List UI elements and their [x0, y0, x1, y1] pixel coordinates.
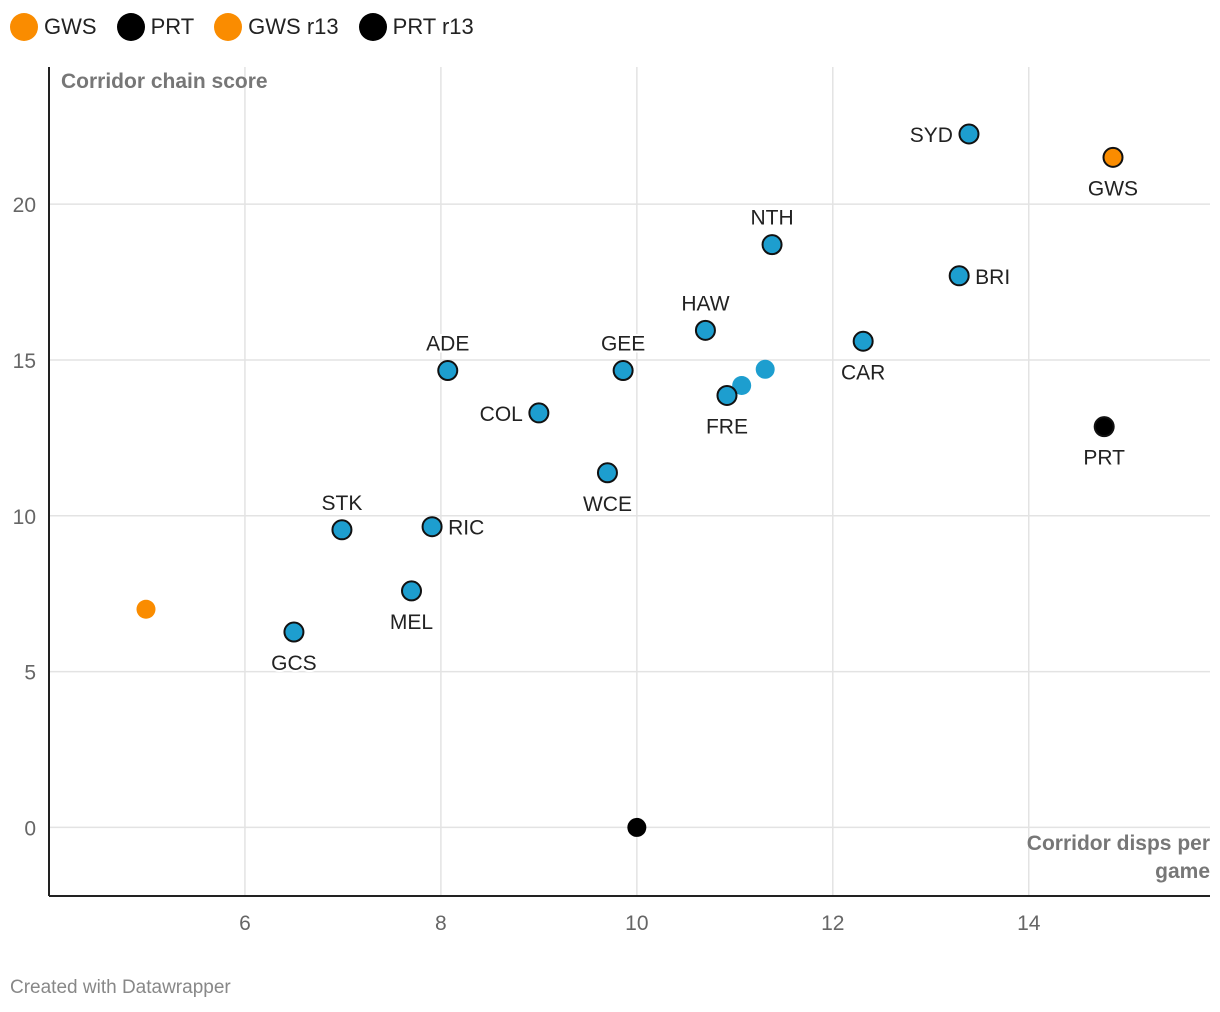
- point-label: ADE: [426, 333, 469, 356]
- data-point: [755, 359, 775, 379]
- footer-credit: Created with Datawrapper: [10, 977, 231, 998]
- point-label: BRI: [975, 266, 1010, 289]
- x-tick-label: 6: [239, 912, 251, 935]
- data-point: [948, 265, 970, 287]
- y-tick-label: 15: [13, 350, 36, 373]
- legend-label: PRT r13: [392, 14, 474, 39]
- data-point: [958, 123, 980, 145]
- point-label: GCS: [271, 652, 317, 675]
- point-label: HAW: [681, 292, 729, 315]
- point-label: PRT: [1083, 447, 1125, 470]
- data-point: [627, 817, 647, 837]
- data-point: [852, 330, 874, 352]
- legend-label: GWS r13: [248, 14, 339, 39]
- data-point: [136, 599, 156, 619]
- x-tick-label: 10: [625, 912, 648, 935]
- y-tick-label: 10: [13, 506, 36, 529]
- y-tick-label: 20: [13, 194, 36, 217]
- data-point: [612, 360, 634, 382]
- data-point: [1102, 146, 1124, 168]
- point-label: WCE: [583, 493, 632, 516]
- legend-item: PRT: [116, 13, 195, 41]
- legend-label: GWS: [44, 14, 97, 39]
- data-point: [331, 519, 353, 541]
- point-label: RIC: [448, 517, 484, 540]
- legend-item: GWS r13: [214, 13, 339, 41]
- legend-item: GWS: [10, 13, 97, 41]
- legend-swatch: [116, 13, 145, 41]
- x-axis-title-line1: Corridor disps per: [1027, 832, 1210, 855]
- point-label: FRE: [706, 415, 748, 438]
- legend-swatch: [358, 13, 387, 41]
- x-tick-label: 8: [435, 912, 447, 935]
- x-tick-label: 12: [821, 912, 844, 935]
- data-point: [1093, 416, 1115, 438]
- data-point: [437, 360, 459, 382]
- point-label: COL: [480, 403, 523, 426]
- legend: GWS PRT GWS r13 PRT r13: [10, 13, 494, 41]
- legend-swatch: [10, 13, 38, 41]
- point-label: GEE: [601, 333, 645, 356]
- point-label: CAR: [841, 361, 885, 384]
- legend-item: PRT r13: [358, 13, 474, 41]
- point-label: GWS: [1088, 177, 1138, 200]
- y-axis-title: Corridor chain score: [61, 70, 268, 93]
- legend-label: PRT: [150, 14, 195, 39]
- data-point: [283, 621, 305, 643]
- y-tick-label: 0: [24, 817, 36, 840]
- data-point: [596, 462, 618, 484]
- point-label: SYD: [910, 124, 953, 147]
- data-point: [694, 319, 716, 341]
- x-tick-label: 14: [1017, 912, 1041, 935]
- point-label: STK: [322, 492, 363, 515]
- point-label: MEL: [390, 611, 433, 634]
- y-tick-label: 5: [24, 662, 36, 685]
- data-point: [401, 580, 423, 602]
- data-point: [716, 384, 738, 406]
- data-point: [528, 402, 550, 424]
- data-point: [732, 376, 752, 396]
- data-point: [761, 234, 783, 256]
- legend-swatch: [214, 13, 243, 41]
- point-label: NTH: [750, 207, 793, 230]
- x-axis-title-line2: game: [1155, 860, 1210, 883]
- data-point: [421, 516, 443, 538]
